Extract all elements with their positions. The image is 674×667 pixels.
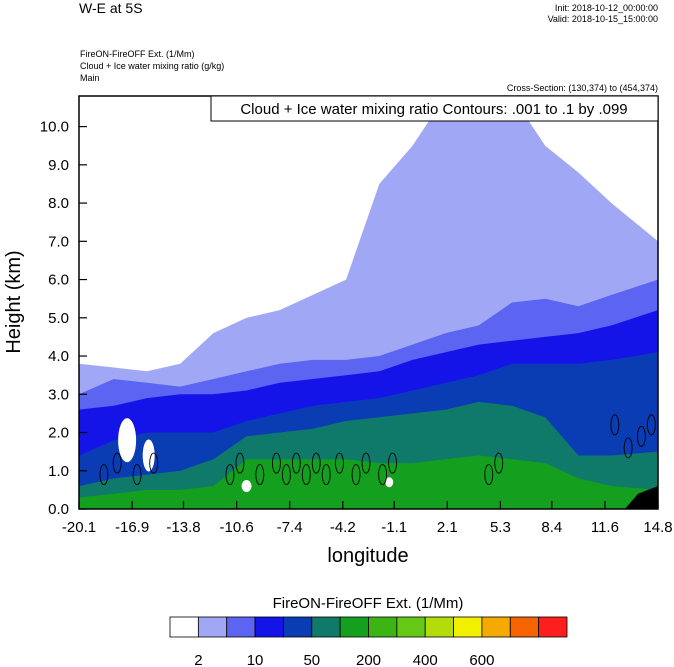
- cloud-contour: [610, 414, 620, 436]
- cloud-contour: [291, 452, 301, 474]
- colorbar-swatch: [481, 616, 511, 638]
- colorbar-swatch: [339, 616, 369, 638]
- colorbar-swatch: [538, 616, 568, 638]
- y-tick-label: 2.0: [48, 425, 69, 442]
- cross-section-label: Cross-Section: (130,374) to (454,374): [506, 83, 658, 93]
- valid-time: Valid: 2018-10-15_15:00:00: [547, 14, 658, 24]
- colorbar-label: 10: [247, 652, 264, 667]
- filled-layer-6: [79, 455, 658, 509]
- x-tick-label: -7.4: [277, 519, 303, 536]
- y-tick-label: 9.0: [48, 157, 69, 174]
- cloud-contour: [636, 425, 646, 447]
- cloud-contour: [335, 452, 344, 474]
- subtitle-main: Main: [80, 73, 100, 83]
- cloud-contour: [225, 464, 235, 486]
- cloud-contour: [301, 464, 311, 486]
- colorbar-swatch: [283, 616, 313, 638]
- colorbar-swatch: [197, 616, 228, 638]
- cloud-contour: [112, 452, 122, 474]
- x-axis-label: longitude: [327, 545, 408, 567]
- x-tick-label: 2.1: [437, 519, 458, 536]
- colorbar-swatch: [226, 616, 256, 638]
- cloud-contour: [388, 452, 398, 474]
- x-tick-label: -16.9: [115, 519, 149, 536]
- y-tick-label: 8.0: [48, 195, 69, 212]
- cloud-contour: [311, 452, 321, 474]
- clear-pocket: [385, 477, 394, 488]
- cloud-contour: [623, 437, 633, 459]
- x-tick-label: -10.6: [220, 519, 254, 536]
- y-tick-label: 5.0: [48, 310, 69, 327]
- colorbar-swatch: [424, 616, 454, 638]
- y-axis-label: Height (km): [3, 250, 25, 353]
- x-tick-label: 8.4: [541, 519, 562, 536]
- clear-pocket: [118, 418, 137, 463]
- x-tick-label: -1.1: [381, 519, 407, 536]
- colorbar-swatch: [169, 616, 199, 638]
- clear-pocket: [241, 480, 252, 493]
- cloud-contour: [99, 464, 109, 486]
- colorbar-swatch: [453, 616, 483, 638]
- cloud-contour: [361, 452, 371, 474]
- cloud-contour: [235, 452, 245, 474]
- y-tick-label: 7.0: [48, 233, 69, 250]
- subtitle-mixing-ratio: Cloud + Ice water mixing ratio (g/kg): [80, 61, 225, 71]
- colorbar-label: 400: [413, 652, 438, 667]
- y-tick-label: 0.0: [48, 501, 69, 518]
- colorbar-swatch: [311, 616, 341, 638]
- cloud-contour: [646, 414, 656, 436]
- colorbar-label: 200: [356, 652, 381, 667]
- subtitle-extinction: FireON-FireOFF Ext. (1/Mm): [80, 49, 195, 59]
- y-tick-label: 1.0: [48, 463, 69, 480]
- plot-title: W-E at 5S: [79, 0, 143, 16]
- cloud-contour: [484, 464, 494, 486]
- y-tick-label: 4.0: [48, 348, 69, 365]
- x-tick-label: 14.8: [643, 519, 672, 536]
- colorbar-label: 50: [303, 652, 320, 667]
- y-tick-label: 3.0: [48, 386, 69, 403]
- cloud-contour: [494, 452, 504, 474]
- cloud-contour: [149, 452, 159, 474]
- colorbar-label: 600: [469, 652, 494, 667]
- x-tick-label: -20.1: [62, 519, 96, 536]
- x-tick-label: 11.6: [591, 519, 619, 536]
- colorbar-label: 2: [194, 652, 202, 667]
- cloud-contour: [351, 464, 361, 486]
- clear-pocket: [142, 439, 155, 472]
- init-time: Init: 2018-10-12_00:00:00: [554, 3, 658, 13]
- x-tick-label: -4.2: [330, 519, 356, 536]
- y-tick-label: 6.0: [48, 272, 69, 289]
- colorbar-title: FireON-FireOFF Ext. (1/Mm): [272, 595, 464, 612]
- cloud-contour: [255, 464, 265, 486]
- colorbar-swatch: [254, 616, 284, 638]
- y-tick-label: 10.0: [40, 119, 69, 136]
- x-tick-label: 5.3: [490, 519, 511, 536]
- cloud-contour: [378, 464, 388, 486]
- contour-info-text: Cloud + Ice water mixing ratio Contours:…: [240, 101, 627, 118]
- colorbar-swatch: [509, 616, 540, 638]
- terrain: [624, 486, 658, 509]
- cloud-contour: [281, 464, 291, 486]
- cloud-contour: [321, 464, 331, 486]
- colorbar-swatch: [396, 616, 426, 638]
- colorbar-swatch: [368, 616, 398, 638]
- cloud-contour: [132, 464, 142, 486]
- cloud-contour: [271, 452, 281, 474]
- x-tick-label: -13.8: [166, 519, 200, 536]
- contour-info-box: [210, 95, 659, 122]
